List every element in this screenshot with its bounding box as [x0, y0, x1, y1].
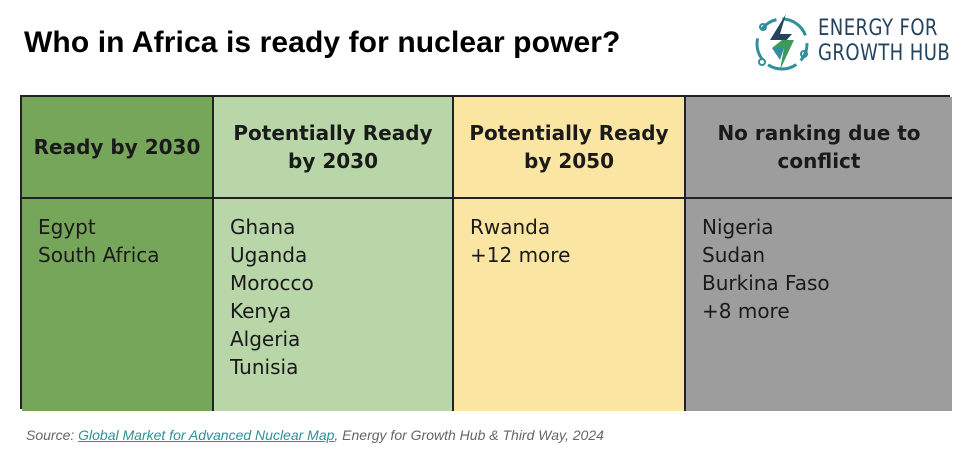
country-item: Uganda — [230, 243, 308, 267]
table-cell-potentially-ready-2030: Ghana Uganda Morocco Kenya Algeria Tunisia — [214, 199, 454, 411]
table-header-potentially-ready-2050: Potentially Ready by 2050 — [454, 97, 686, 199]
country-item: Kenya — [230, 299, 292, 323]
country-item: Morocco — [230, 271, 314, 295]
logo-text: ENERGY FOR GROWTH HUB — [818, 16, 950, 66]
readiness-table: Ready by 2030 Potentially Ready by 2030 … — [20, 95, 952, 411]
source-prefix: Source: — [26, 427, 79, 443]
country-item: Rwanda — [470, 215, 551, 239]
country-item: Algeria — [230, 327, 301, 351]
table-cell-potentially-ready-2050: Rwanda +12 more — [454, 199, 686, 411]
table-header-ready-2030: Ready by 2030 — [22, 97, 214, 199]
logo-mark-icon — [755, 14, 809, 71]
table-cell-no-ranking: Nigeria Sudan Burkina Faso +8 more — [686, 199, 952, 411]
logo-line-2: GROWTH HUB — [818, 41, 951, 66]
chart-title: Who in Africa is ready for nuclear power… — [24, 26, 621, 59]
source-note: Source: Global Market for Advanced Nucle… — [26, 427, 604, 443]
country-item: South Africa — [38, 243, 160, 267]
table-header-potentially-ready-2030: Potentially Ready by 2030 — [214, 97, 454, 199]
country-item: Tunisia — [230, 355, 299, 379]
source-suffix: , Energy for Growth Hub & Third Way, 202… — [334, 427, 604, 443]
energy-for-growth-hub-logo: ENERGY FOR GROWTH HUB — [752, 10, 952, 80]
country-item: +12 more — [470, 243, 571, 267]
table-header-no-ranking: No ranking due to conflict — [686, 97, 952, 199]
country-item: Burkina Faso — [702, 271, 830, 295]
country-item: Sudan — [702, 243, 765, 267]
country-item: Nigeria — [702, 215, 774, 239]
country-item: +8 more — [702, 299, 790, 323]
table-cell-ready-2030: Egypt South Africa — [22, 199, 214, 411]
logo-line-1: ENERGY FOR — [818, 16, 938, 41]
country-item: Egypt — [38, 215, 96, 239]
source-link[interactable]: Global Market for Advanced Nuclear Map — [78, 427, 335, 443]
country-item: Ghana — [230, 215, 296, 239]
